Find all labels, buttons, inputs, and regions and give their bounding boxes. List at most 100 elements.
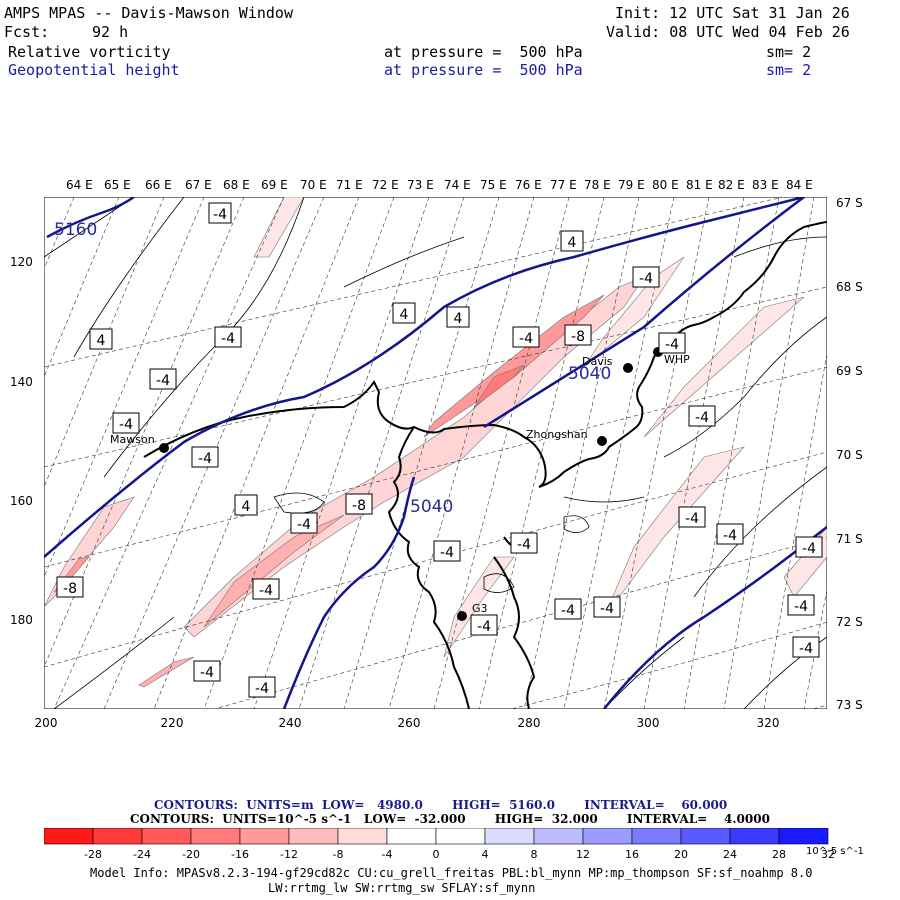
svg-text:-4: -4 [156,373,170,389]
svg-text:-8: -8 [571,329,585,345]
vort-label: -8 [56,576,84,598]
svg-text:4: 4 [400,307,409,323]
svg-text:-4: -4 [297,517,311,533]
lon-label: 75 E [480,178,507,192]
grid-y-label: 180 [10,613,33,627]
coastline [143,221,827,709]
colorbar-swatch [729,828,780,845]
svg-text:-8: -8 [63,581,77,597]
colorbar-label: -28 [84,848,102,861]
vort-label: -8 [345,493,373,515]
colorbar-swatch [337,828,388,845]
svg-text:4: 4 [568,235,577,251]
grid-x-label: 200 [34,716,58,730]
station-marker-davis [623,363,633,373]
vort-label: -4 [252,578,280,600]
colorbar-label: 12 [576,848,590,861]
svg-text:-4: -4 [561,603,575,619]
lat-label: 71 S [836,532,863,546]
colorbar-label: -8 [332,848,344,861]
vort-label: -4 [678,506,706,528]
lon-label: 70 E [300,178,327,192]
grid-x-label: 260 [397,716,421,730]
lat-label: 73 S [836,698,863,712]
vort-label: 4 [234,494,258,516]
vort-label: -4 [593,596,621,618]
vort-label: -4 [792,636,820,658]
grid-x-label: 280 [517,716,541,730]
colorbar-label: 4 [481,848,489,861]
svg-text:-4: -4 [198,451,212,467]
lon-label: 83 E [752,178,779,192]
field2-level: at pressure = 500 hPa [384,61,583,79]
lat-label: 70 S [836,448,863,462]
station-label-whp: WHP [664,353,690,366]
svg-text:-4: -4 [802,541,816,557]
svg-text:-4: -4 [213,207,227,223]
colorbar-swatch [288,828,339,845]
svg-text:-4: -4 [517,537,531,553]
colorbar-label: 8 [530,848,538,861]
model-info-physics: LW:rrtmg_lw SW:rrtmg_sw SFLAY:sf_mynn [268,881,536,895]
field1-name: Relative vorticity [8,43,171,61]
lat-label: 68 S [836,280,863,294]
height-label: 5040 [410,497,453,517]
vort-label: 4 [560,230,584,252]
svg-text:-4: -4 [600,601,614,617]
vort-label: -4 [716,523,744,545]
svg-text:-4: -4 [695,410,709,426]
vort-label: -4 [795,536,823,558]
vort-label: 4 [446,306,470,328]
lon-label: 73 E [407,178,434,192]
field2-smoothing: sm= 2 [766,61,812,79]
colorbar-swatch [190,828,241,845]
svg-text:-4: -4 [119,417,133,433]
svg-text:-4: -4 [477,619,491,635]
colorbar-label: 16 [625,848,639,861]
colorbar-swatch [680,828,731,845]
vort-label: 4 [89,328,113,350]
grid-y-label: 120 [10,255,33,269]
lon-label: 82 E [718,178,745,192]
lat-label: 69 S [836,364,863,378]
svg-text:-4: -4 [723,528,737,544]
lon-label: 65 E [104,178,131,192]
lon-label: 66 E [145,178,172,192]
lon-label: 79 E [618,178,645,192]
colorbar-swatch [778,828,829,845]
vorticity-contours [44,197,827,709]
vort-label: -4 [214,326,242,348]
svg-text:-4: -4 [794,599,808,615]
vort-label: -4 [433,540,461,562]
vort-label: -4 [149,368,177,390]
colorbar-swatch [386,828,437,845]
svg-text:-4: -4 [799,641,813,657]
svg-text:4: 4 [97,333,106,349]
colorbar-label: 28 [772,848,786,861]
lat-label: 67 S [836,196,863,210]
map-plot: 5160 5040 5040 Mawson Davis WHP Zhongsha… [44,197,827,709]
init-time: Init: 12 UTC Sat 31 Jan 26 [615,4,850,22]
svg-text:-4: -4 [519,331,533,347]
colorbar-label: -20 [182,848,200,861]
svg-text:-4: -4 [255,681,269,697]
height-contours [44,197,827,709]
svg-text:-4: -4 [440,545,454,561]
vort-label: -8 [564,324,592,346]
vort-label: -4 [248,676,276,698]
vort-label: -4 [688,405,716,427]
colorbar-label: -12 [280,848,298,861]
stations: Mawson Davis WHP Zhongshan G3 [110,347,690,621]
lon-label: 72 E [372,178,399,192]
vort-label: -4 [510,532,538,554]
colorbar-swatch [239,828,290,845]
height-contour-caption: CONTOURS: UNITS=m LOW= 4980.0 HIGH= 5160… [154,798,728,812]
colorbar-label: 24 [723,848,737,861]
svg-text:-4: -4 [639,271,653,287]
lon-label: 64 E [66,178,93,192]
station-label-davis: Davis [582,355,613,368]
svg-text:-8: -8 [352,498,366,514]
vort-label: -4 [787,594,815,616]
model-info: Model Info: MPASv8.2.3-194-gf29cd82c CU:… [90,866,813,880]
colorbar-swatch [631,828,682,845]
